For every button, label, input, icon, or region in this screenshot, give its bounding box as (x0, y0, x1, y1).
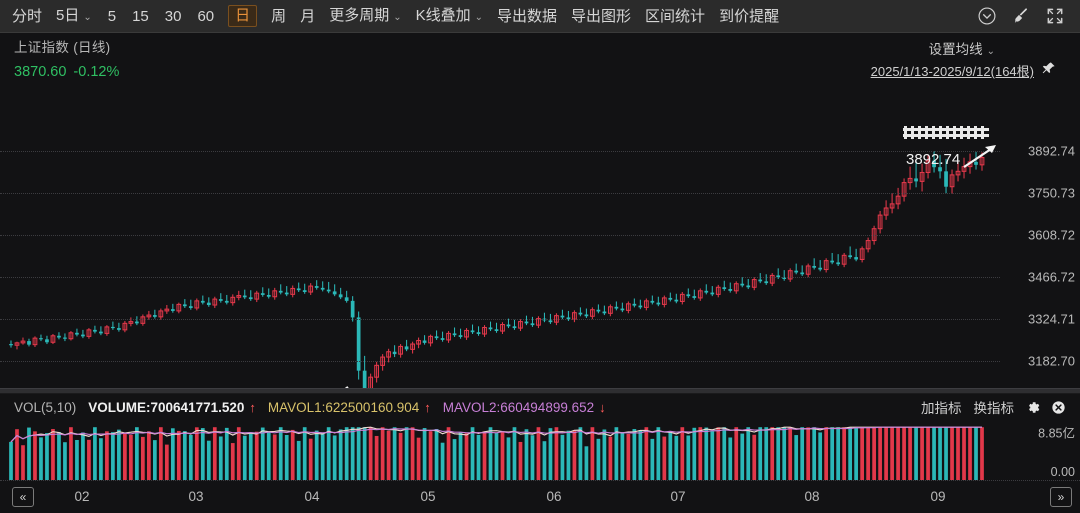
toolbar-item-5[interactable]: 60 (197, 0, 214, 33)
toolbar-item-1[interactable]: 5日 ⌄ (56, 0, 92, 34)
ma-setting-label: 设置均线 (928, 42, 983, 57)
toolbar-item-label: 区间统计 (645, 7, 706, 25)
fullscreen-icon[interactable] (1042, 3, 1068, 29)
chevron-down-icon: ⌄ (83, 11, 92, 23)
brush-icon[interactable] (1008, 3, 1034, 29)
volume-plot-area[interactable] (0, 420, 1000, 480)
volume-axis-label: 0.00 (1050, 465, 1075, 479)
gridline (0, 277, 1000, 278)
toolbar-item-label: 周 (271, 7, 287, 25)
toolbar-item-label: 30 (164, 7, 182, 25)
toolbar-item-6[interactable]: 日 (228, 5, 258, 27)
volume-indicator-title: VOL(5,10) (14, 399, 77, 415)
toolbar-item-label: 60 (197, 7, 215, 25)
toolbar-item-3[interactable]: 15 (132, 0, 149, 33)
toolbar-item-label: 导出图形 (571, 7, 632, 25)
toolbar-item-label: 15 (132, 7, 149, 25)
change-percent: -0.12% (73, 64, 120, 80)
time-axis: « » 02 03 04 05 06 07 08 09 (0, 480, 1080, 513)
price-axis: 3892.74 3750.73 3608.72 3466.72 3324.71 3182.… (1000, 33, 1080, 388)
toolbar-item-12[interactable]: 导出图形 (571, 0, 631, 33)
toolbar-item-7[interactable]: 周 (271, 0, 286, 33)
gridline (0, 361, 1000, 362)
price-axis-label: 3466.72 (1028, 269, 1075, 285)
ladder-annotation (903, 124, 989, 145)
toolbar-item-2[interactable]: 5 (108, 0, 116, 33)
time-axis-label: 06 (546, 489, 562, 504)
top-toolbar: 分时 5日 ⌄ 5 15 30 60 日周月更多周期 ⌄ K线叠加 ⌄ 导出数据 导出图形 区间统计 到价提… (0, 0, 1080, 33)
index-name: 上证指数 (日线) (14, 40, 111, 55)
pin-icon[interactable] (1041, 61, 1056, 81)
volume-bars-svg (9, 426, 984, 480)
panel-divider[interactable] (0, 388, 1080, 394)
gridline (0, 151, 1000, 152)
price-axis-label: 3750.73 (1028, 185, 1075, 201)
mavol2-value: MAVOL2:660494899.652 (442, 399, 595, 415)
chevron-down-icon: ⌄ (986, 46, 995, 57)
chart-container: 3892.74 3750.73 3608.72 3466.72 3324.71 3182.… (0, 33, 1080, 513)
toolbar-item-label: K线叠加 (415, 6, 471, 24)
close-icon[interactable] (1051, 400, 1066, 415)
toolbar-item-label: 到价提醒 (719, 7, 780, 25)
time-axis-label: 07 (670, 489, 686, 504)
switch-indicator-button[interactable]: 换指标 (973, 401, 1015, 416)
time-axis-label: 02 (74, 489, 90, 504)
volume-panel: VOL(5,10) VOLUME:700641771.520 ↑ MAVOL1:… (0, 394, 1080, 480)
chevron-down-icon: ⌄ (474, 11, 484, 23)
toolbar-item-label: 5日 (56, 6, 80, 24)
time-axis-label: 09 (930, 489, 946, 504)
mavol2-arrow-icon: ↓ (599, 399, 606, 415)
toolbar-item-11[interactable]: 导出数据 (497, 0, 557, 33)
scroll-right-button[interactable]: » (1050, 487, 1072, 507)
last-price: 3870.60 (14, 64, 67, 80)
toolbar-item-9[interactable]: 更多周期 ⌄ (329, 0, 401, 34)
chevron-down-icon: ⌄ (393, 11, 402, 23)
scroll-left-button[interactable]: « (12, 487, 34, 507)
price-panel: 3892.74 3750.73 3608.72 3466.72 3324.71 3182.… (0, 33, 1080, 388)
volume-value: VOLUME:700641771.520 (88, 399, 245, 415)
volume-axis-label: 8.85亿 (1038, 426, 1075, 441)
gridline (0, 319, 1000, 320)
toolbar-item-label: 更多周期 (329, 6, 390, 24)
toolbar-item-13[interactable]: 区间统计 (645, 0, 705, 33)
price-axis-label: 3892.74 (1028, 143, 1075, 159)
add-indicator-button[interactable]: 加指标 (921, 401, 962, 416)
toolbar-item-4[interactable]: 30 (165, 0, 182, 33)
gridline (0, 235, 1000, 236)
candlestick-svg (9, 151, 985, 388)
price-axis-label: 3182.70 (1028, 353, 1075, 369)
chevron-down-circle-icon[interactable] (974, 3, 1000, 29)
toolbar-item-label: 分时 (12, 7, 43, 25)
ma-setting-button[interactable]: 设置均线 ⌄ (929, 38, 995, 58)
quote-header: 上证指数 (日线) 3870.60 -0.12% (14, 36, 119, 80)
time-axis-label: 08 (804, 489, 820, 504)
toolbar-item-10[interactable]: K线叠加 ⌄ (416, 0, 483, 34)
price-axis-label: 3608.72 (1028, 227, 1075, 243)
volume-arrow-icon: ↑ (249, 399, 256, 415)
price-axis-label: 3324.71 (1028, 311, 1075, 327)
gridline (0, 193, 1000, 194)
toolbar-item-14[interactable]: 到价提醒 (719, 0, 779, 33)
time-axis-label: 03 (188, 489, 204, 504)
volume-axis: 8.85亿 0.00 (1000, 420, 1080, 480)
toolbar-item-label: 导出数据 (497, 7, 558, 25)
price-plot-area[interactable] (0, 33, 1000, 388)
toolbar-item-8[interactable]: 月 (300, 0, 315, 33)
toolbar-item-label: 月 (300, 7, 316, 25)
toolbar-item-0[interactable]: 分时 (12, 0, 42, 33)
quote-values: 3870.60 -0.12% (14, 64, 119, 80)
date-range-label[interactable]: 2025/1/13-2025/9/12(164根) (870, 64, 1034, 79)
toolbar-item-label: 5 (107, 7, 117, 25)
mavol1-arrow-icon: ↑ (424, 399, 431, 415)
volume-header: VOL(5,10) VOLUME:700641771.520 ↑ MAVOL1:… (0, 394, 1080, 420)
time-axis-label: 05 (420, 489, 436, 504)
mavol1-value: MAVOL1:622500160.904 (267, 399, 420, 415)
gear-icon[interactable] (1026, 400, 1041, 415)
time-axis-label: 04 (304, 489, 320, 504)
toolbar-item-label: 日 (235, 7, 251, 24)
